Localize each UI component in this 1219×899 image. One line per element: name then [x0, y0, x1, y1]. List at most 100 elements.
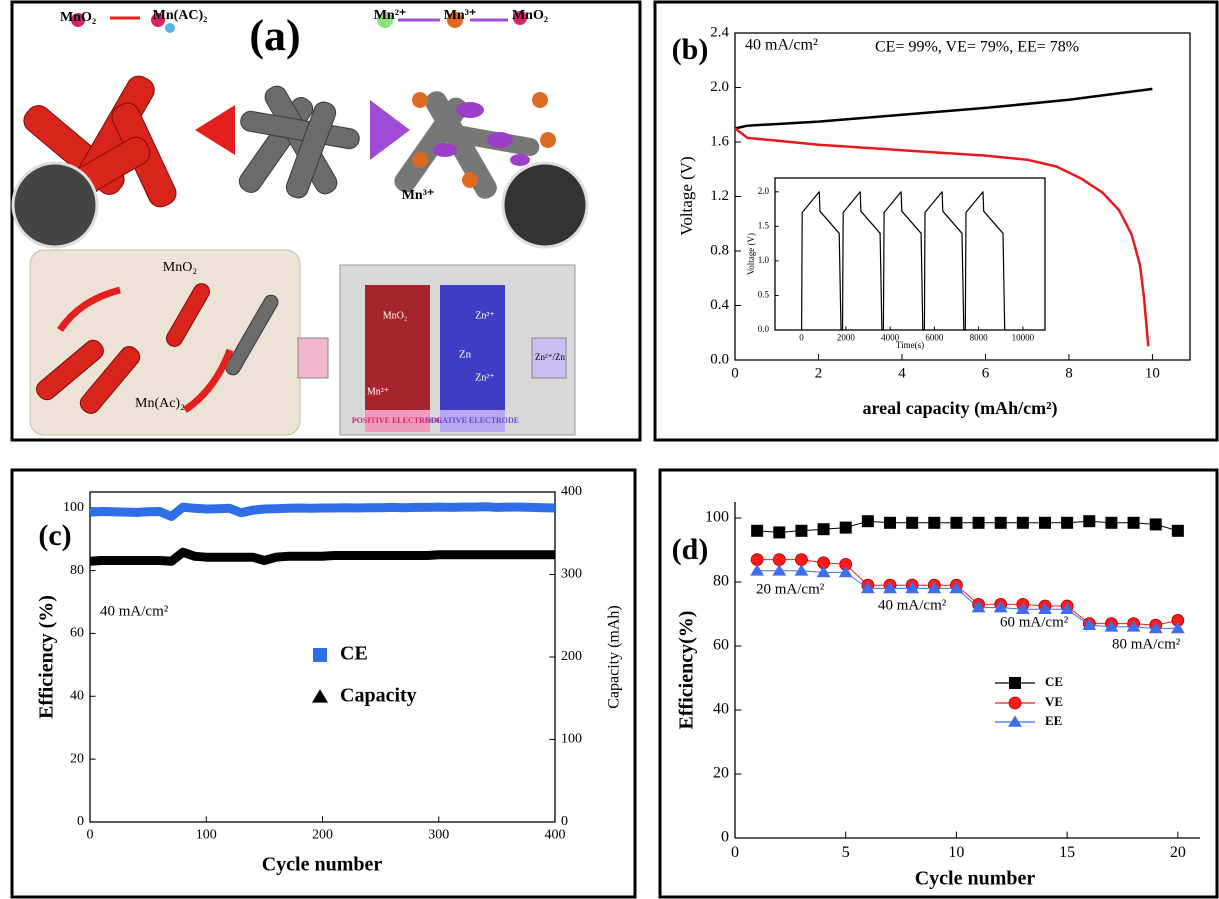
- y2-tick-label: 0: [561, 814, 568, 829]
- marker: [884, 517, 896, 529]
- label: Mn²⁺: [367, 386, 389, 397]
- panel-frame: [660, 470, 1217, 897]
- label: Zn²⁺: [475, 372, 494, 383]
- figure: (a) MnO₂ Mn(AC)₂ Mn²⁺ Mn³⁺ MnO₂ Mn³⁺ MnO…: [0, 0, 1219, 899]
- label: MnO₂: [60, 10, 96, 25]
- x-tick-label: 100: [196, 828, 217, 843]
- x-tick-label: 8000: [970, 333, 989, 343]
- x-tick-label: 6000: [925, 333, 944, 343]
- y-tick-label: 2.0: [710, 79, 729, 95]
- marker: [1083, 515, 1095, 527]
- panel-label: (b): [672, 33, 709, 66]
- x-axis-label: Time(s): [896, 340, 924, 350]
- x-tick-label: 2000: [837, 333, 856, 343]
- negative-half: [440, 285, 505, 410]
- sem-image: [503, 163, 587, 247]
- marker: [973, 517, 985, 529]
- y-tick-label: 20: [70, 751, 84, 766]
- label: Mn³⁺: [444, 8, 477, 23]
- legend-marker: [1009, 697, 1021, 709]
- annotation: 80 mA/cm²: [1112, 636, 1181, 652]
- marker: [840, 522, 852, 534]
- x-tick-label: 6: [982, 366, 990, 382]
- x-tick-label: 15: [1059, 844, 1075, 861]
- marker: [906, 517, 918, 529]
- y-tick-label: 80: [70, 563, 84, 578]
- marker: [773, 554, 785, 566]
- x-tick-label: 8: [1065, 366, 1073, 382]
- label: MnO₂: [512, 8, 548, 23]
- y-tick-label: 100: [705, 509, 729, 526]
- y-tick-label: 1.0: [758, 255, 770, 265]
- y-tick-label: 20: [713, 765, 729, 782]
- y-tick-label: 0: [721, 829, 729, 846]
- y-axis-label: Voltage (V): [746, 233, 756, 275]
- label: MnO₂: [383, 310, 408, 321]
- marker: [751, 525, 763, 537]
- marker: [795, 554, 807, 566]
- x-tick-label: 0: [731, 366, 739, 382]
- y-axis-label: Voltage (V): [677, 156, 696, 235]
- y-tick-label: 2.0: [758, 186, 770, 196]
- annotation: CE= 99%, VE= 79%, EE= 78%: [875, 39, 1079, 56]
- y2-tick-label: 300: [561, 567, 582, 582]
- x-tick-label: 0: [87, 828, 94, 843]
- marker: [1061, 517, 1073, 529]
- label: Zn: [459, 349, 472, 361]
- label: Mn(Ac)₂: [135, 396, 185, 411]
- marker: [1039, 517, 1051, 529]
- y-tick-label: 0.8: [710, 242, 729, 258]
- legend-label: EE: [1045, 713, 1062, 728]
- y-axis-label: Efficiency(%): [676, 611, 698, 730]
- annotation: 40 mA/cm²: [100, 603, 169, 619]
- annotation: 40 mA/cm²: [878, 597, 947, 613]
- y-tick-label: 40: [70, 689, 84, 704]
- marker: [795, 525, 807, 537]
- label: Zn²⁺: [475, 310, 494, 321]
- panel-label: (c): [38, 519, 71, 552]
- y-tick-label: 0.0: [710, 351, 729, 367]
- marker: [928, 517, 940, 529]
- page: (a) MnO₂ Mn(AC)₂ Mn²⁺ Mn³⁺ MnO₂ Mn³⁺ MnO…: [0, 0, 1219, 899]
- y-tick-label: 1.6: [710, 133, 729, 149]
- tank: [298, 338, 328, 378]
- annotation: 60 mA/cm²: [1000, 614, 1069, 630]
- panel-label: (d): [672, 533, 709, 566]
- y-tick-label: 40: [713, 701, 729, 718]
- x-tick-label: 4: [898, 366, 906, 382]
- x-tick-label: 0: [731, 844, 739, 861]
- y-tick-label: 80: [713, 573, 729, 590]
- annotation: 40 mA/cm²: [745, 37, 818, 54]
- x-tick-label: 10000: [1012, 333, 1035, 343]
- y2-tick-label: 200: [561, 649, 582, 664]
- y-tick-label: 0.4: [710, 297, 729, 313]
- x-tick-label: 10: [948, 844, 964, 861]
- x-axis-label: Cycle number: [262, 854, 383, 876]
- panel-label: (a): [249, 11, 300, 60]
- x-axis-label: areal capacity (mAh/cm²): [862, 398, 1057, 419]
- x-tick-label: 10: [1145, 366, 1160, 382]
- marker: [1172, 525, 1184, 537]
- y-tick-label: 1.5: [758, 220, 770, 230]
- y-tick-label: 60: [713, 637, 729, 654]
- y2-axis-label: Capacity (mAh): [606, 605, 623, 709]
- y-tick-label: 60: [70, 626, 84, 641]
- x-axis-label: Cycle number: [915, 868, 1036, 890]
- y2-tick-label: 100: [561, 732, 582, 747]
- label: Mn(AC)₂: [153, 8, 208, 23]
- marker: [1150, 518, 1162, 530]
- annotation: 20 mA/cm²: [756, 581, 825, 597]
- x-tick-label: 0: [799, 333, 804, 343]
- x-tick-label: 400: [545, 828, 566, 843]
- marker: [1105, 517, 1117, 529]
- label: Mn²⁺: [374, 8, 407, 23]
- y-axis-label: Efficiency (%): [36, 595, 58, 719]
- legend-label: VE: [1045, 694, 1063, 709]
- y-tick-label: 1.2: [710, 188, 729, 204]
- y-tick-label: 0.0: [758, 324, 770, 334]
- y2-tick-label: 400: [561, 484, 582, 499]
- x-tick-label: 300: [428, 828, 449, 843]
- legend-marker: [313, 648, 327, 662]
- x-tick-label: 20: [1170, 844, 1186, 861]
- y-tick-label: 0.5: [758, 290, 770, 300]
